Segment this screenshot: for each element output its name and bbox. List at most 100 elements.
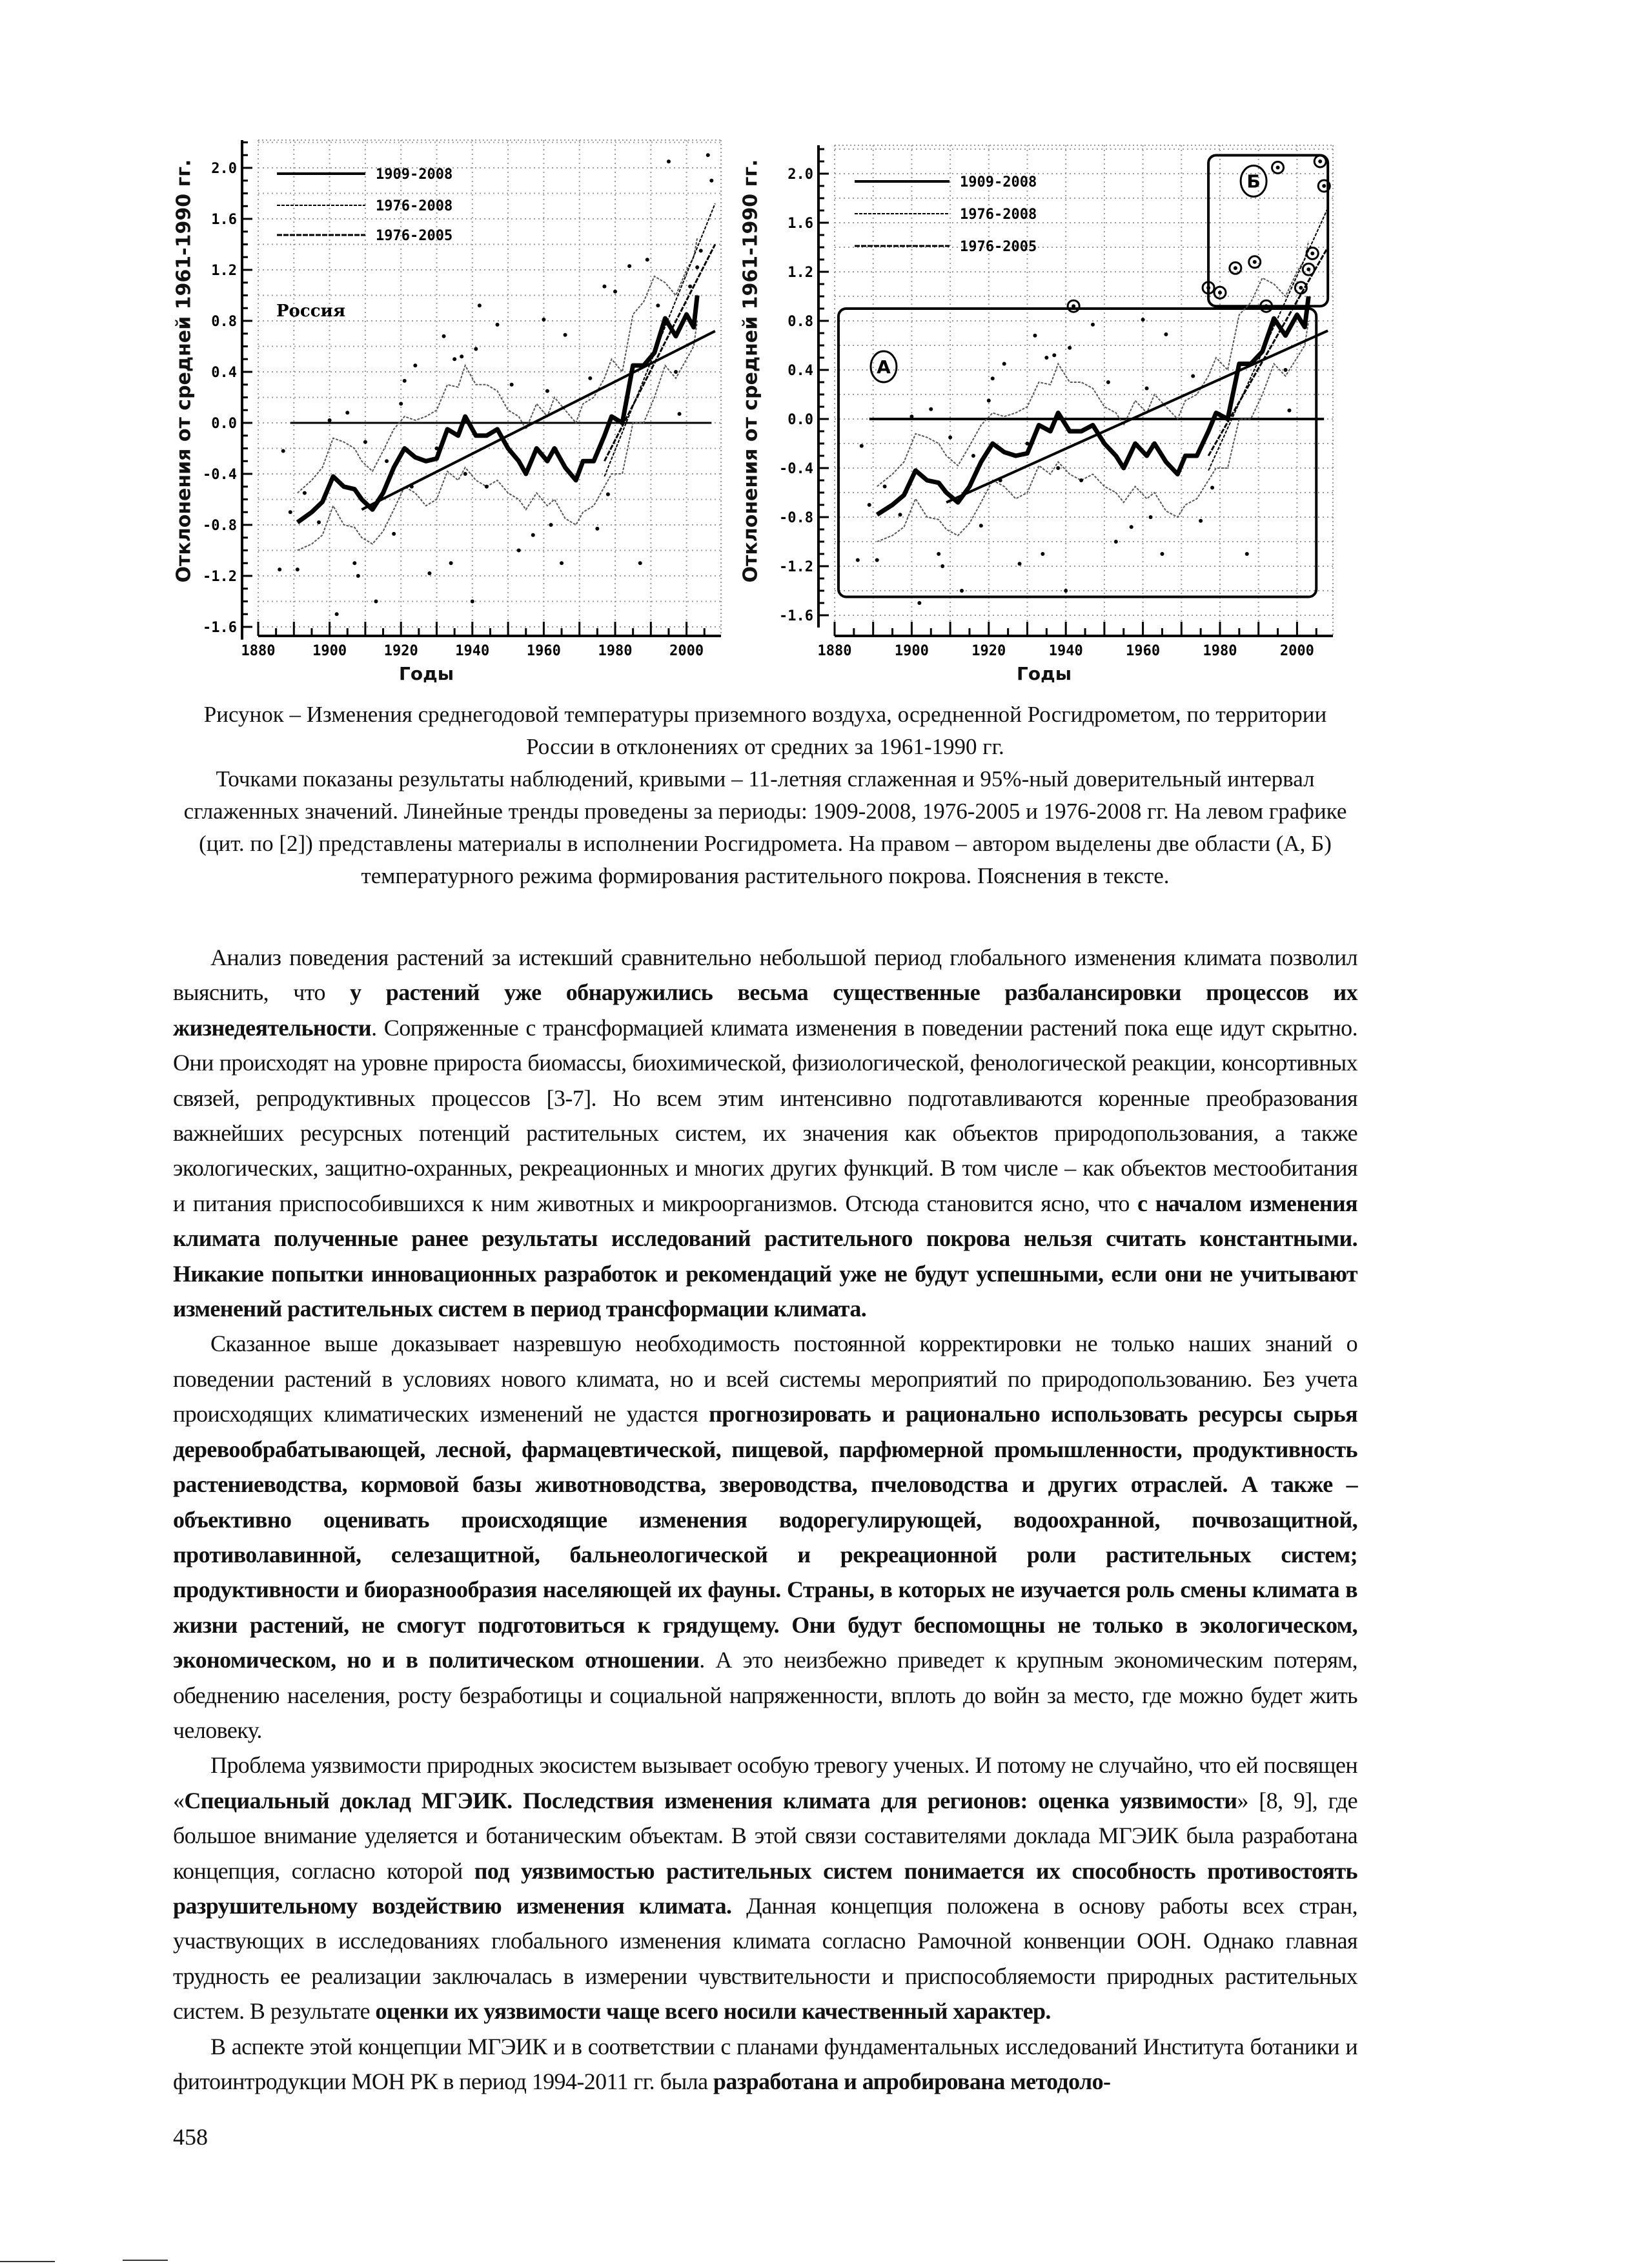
observation-point bbox=[1044, 356, 1049, 360]
trend-line-1976-2005 bbox=[1207, 247, 1329, 456]
y-tick-label: 1.6 bbox=[211, 212, 237, 228]
observation-point bbox=[402, 378, 407, 383]
legend-label: 1976-2008 bbox=[960, 207, 1037, 223]
chart-right: 2.0 1.6 1.2 0.8 0.4 0.0 -0.4 -0.8 -1.2 -1.6 1880 19… bbox=[779, 145, 1334, 659]
y-tick-label: 0.8 bbox=[787, 314, 813, 330]
text-run: Анализ поведения растений за истекший ср… bbox=[173, 945, 1358, 1006]
observation-point bbox=[677, 412, 682, 416]
y-tick-label: 0.4 bbox=[787, 363, 813, 379]
region-box-b bbox=[1207, 154, 1330, 308]
observation-point bbox=[688, 284, 693, 289]
text-run: Данная концепция положена в основу работ… bbox=[173, 1892, 1358, 2025]
trend-line-1976-2005 bbox=[604, 243, 716, 462]
observation-point bbox=[588, 376, 593, 380]
y-tick-label: -1.2 bbox=[779, 559, 813, 575]
x-tick-label: 1920 bbox=[971, 643, 1006, 659]
observation-point bbox=[392, 531, 396, 536]
x-tick-label: 1980 bbox=[1203, 643, 1237, 659]
observation-point bbox=[929, 407, 933, 411]
observation-point bbox=[434, 446, 439, 451]
observation-point bbox=[909, 414, 914, 419]
observation-point bbox=[460, 354, 464, 359]
highlighted-point bbox=[1271, 161, 1285, 174]
y-tick-label: 0.0 bbox=[211, 416, 237, 432]
trend-line-1976-2008 bbox=[1208, 207, 1329, 471]
y-tick-label: 1.2 bbox=[211, 263, 237, 279]
x-tick-label: 1960 bbox=[1126, 643, 1160, 659]
observation-point bbox=[449, 561, 453, 566]
observation-point bbox=[549, 523, 553, 527]
trend-line-1976-2008 bbox=[604, 203, 716, 477]
x-axis-label-left: Годы bbox=[399, 663, 454, 684]
observation-point bbox=[409, 484, 414, 489]
chart-annotation-russia: Россия bbox=[276, 301, 345, 321]
x-tick-label: 1940 bbox=[1049, 643, 1083, 659]
text-run: Проблема уязвимости природных экосистем … bbox=[173, 1752, 1358, 1813]
observation-point bbox=[1025, 442, 1030, 445]
observation-point bbox=[1160, 552, 1164, 556]
text-run: В аспекте этой концепции МГЭИК и в соотв… bbox=[173, 2033, 1358, 2094]
highlighted-point bbox=[1301, 262, 1316, 276]
observation-point bbox=[1306, 267, 1311, 272]
highlighted-point bbox=[1259, 299, 1274, 313]
observation-point bbox=[855, 558, 860, 562]
y-tick-label: 2.0 bbox=[211, 161, 237, 177]
bold-text-run: под уязвимостью растительных систем пони… bbox=[173, 1857, 1358, 1919]
observation-point bbox=[1264, 304, 1268, 309]
highlighted-point bbox=[1248, 255, 1262, 269]
observation-point bbox=[563, 332, 567, 337]
y-tick-label: 0.4 bbox=[211, 365, 237, 381]
observation-point bbox=[442, 334, 446, 338]
y-tick-label: -0.8 bbox=[779, 510, 813, 526]
y-tick-label: 2.0 bbox=[787, 167, 813, 183]
observation-point bbox=[638, 561, 642, 566]
x-tick-label: 1980 bbox=[598, 643, 633, 659]
observation-point bbox=[859, 444, 864, 448]
observation-point bbox=[470, 599, 474, 604]
highlighted-point bbox=[1317, 179, 1331, 193]
observation-point bbox=[1164, 332, 1168, 336]
observation-point bbox=[363, 440, 367, 444]
observation-point bbox=[706, 153, 710, 158]
observation-point bbox=[709, 178, 714, 183]
observation-point bbox=[463, 472, 467, 476]
observation-point bbox=[1287, 408, 1292, 413]
bold-text-run: разработана и апробирована методоло- bbox=[713, 2069, 1111, 2094]
region-label: Б bbox=[1246, 171, 1260, 192]
body-text: Анализ поведения растений за истекший ср… bbox=[173, 940, 1358, 2099]
x-axis-label-right: Годы bbox=[1017, 663, 1072, 684]
bold-text-run: прогнозировать и рационально использоват… bbox=[173, 1401, 1358, 1673]
region-box-a bbox=[837, 307, 1318, 598]
observation-point bbox=[1064, 589, 1068, 593]
x-tick-label: 1960 bbox=[527, 643, 561, 659]
highlighted-point bbox=[1228, 261, 1243, 275]
observation-point bbox=[656, 303, 660, 308]
observation-point bbox=[531, 533, 535, 537]
observation-point bbox=[898, 513, 902, 517]
text-run: » [8, 9], где большое внимание уделяется… bbox=[173, 1787, 1358, 1884]
observation-point bbox=[1252, 260, 1257, 264]
observation-point bbox=[1283, 368, 1288, 372]
legend-label: 1976-2008 bbox=[376, 198, 452, 214]
observation-point bbox=[867, 503, 871, 507]
x-tick-label: 1920 bbox=[384, 643, 418, 659]
observation-point bbox=[960, 589, 964, 593]
legend-label: 1976-2005 bbox=[960, 239, 1037, 255]
observation-point bbox=[605, 492, 610, 496]
observation-point bbox=[1017, 562, 1022, 566]
ci-lower-line bbox=[877, 320, 1310, 542]
observation-point bbox=[698, 249, 703, 253]
bold-text-run: у растений уже обнаружились весьма сущес… bbox=[173, 979, 1358, 1041]
bold-text-run: с началом изменения климата полученные р… bbox=[173, 1190, 1358, 1322]
observation-point bbox=[545, 389, 549, 393]
observation-point bbox=[986, 398, 991, 403]
x-tick-label: 1900 bbox=[312, 643, 347, 659]
observation-point bbox=[1233, 266, 1237, 271]
region-label: А bbox=[877, 356, 891, 378]
y-tick-label: 0.8 bbox=[211, 314, 237, 330]
observation-point bbox=[627, 264, 632, 269]
observation-point bbox=[1113, 540, 1118, 544]
x-tick-label: 1940 bbox=[455, 643, 489, 659]
